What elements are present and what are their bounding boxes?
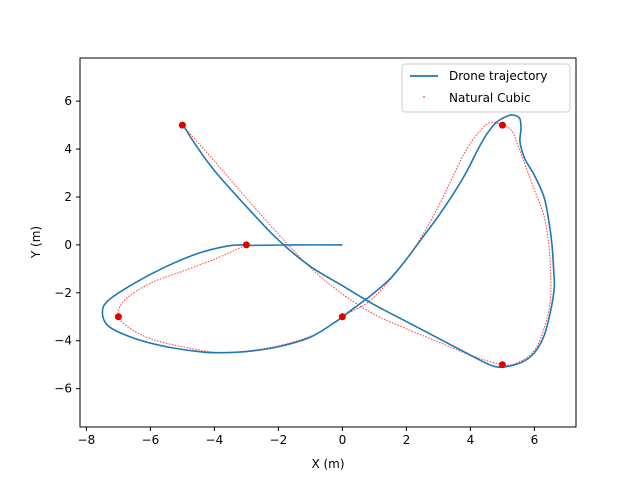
legend: Drone trajectory Natural Cubic [401, 63, 571, 113]
waypoint-marker-5 [498, 361, 506, 369]
legend-box [401, 63, 571, 113]
x-tick-label--2: −2 [270, 433, 288, 447]
waypoint-marker-1 [242, 241, 250, 249]
y-tick-label-2: 2 [64, 190, 72, 204]
legend-label-spline: Natural Cubic [449, 91, 531, 105]
waypoint-marker-4 [498, 121, 506, 129]
plot-area [101, 114, 556, 369]
x-tick-label--6: −6 [142, 433, 160, 447]
y-tick-label-6: 6 [64, 94, 72, 108]
axis-ticks: −8 −6 −4 −2 0 2 4 6 −6 −4 −2 0 2 4 6 [54, 94, 538, 447]
x-tick-label--4: −4 [206, 433, 224, 447]
y-axis-label: Y (m) [29, 226, 43, 259]
y-tick-label--4: −4 [54, 334, 72, 348]
legend-label-drone: Drone trajectory [449, 69, 547, 83]
y-tick-label--6: −6 [54, 382, 72, 396]
x-tick-label-4: 4 [467, 433, 475, 447]
x-tick-label-6: 6 [531, 433, 539, 447]
y-tick-label-4: 4 [64, 142, 72, 156]
waypoint-marker-2 [114, 313, 122, 321]
legend-swatch-spline [423, 96, 425, 98]
waypoint-marker-0 [178, 121, 186, 129]
x-axis-label: X (m) [311, 457, 344, 471]
waypoint-marker-3 [338, 313, 346, 321]
y-tick-label-0: 0 [64, 238, 72, 252]
series-drone-trajectory [101, 114, 556, 368]
y-tick-label--2: −2 [54, 286, 72, 300]
x-tick-label-0: 0 [339, 433, 347, 447]
x-tick-label--8: −8 [78, 433, 96, 447]
x-tick-label-2: 2 [403, 433, 411, 447]
series-natural-cubic [117, 121, 552, 366]
axes-frame [79, 57, 577, 428]
